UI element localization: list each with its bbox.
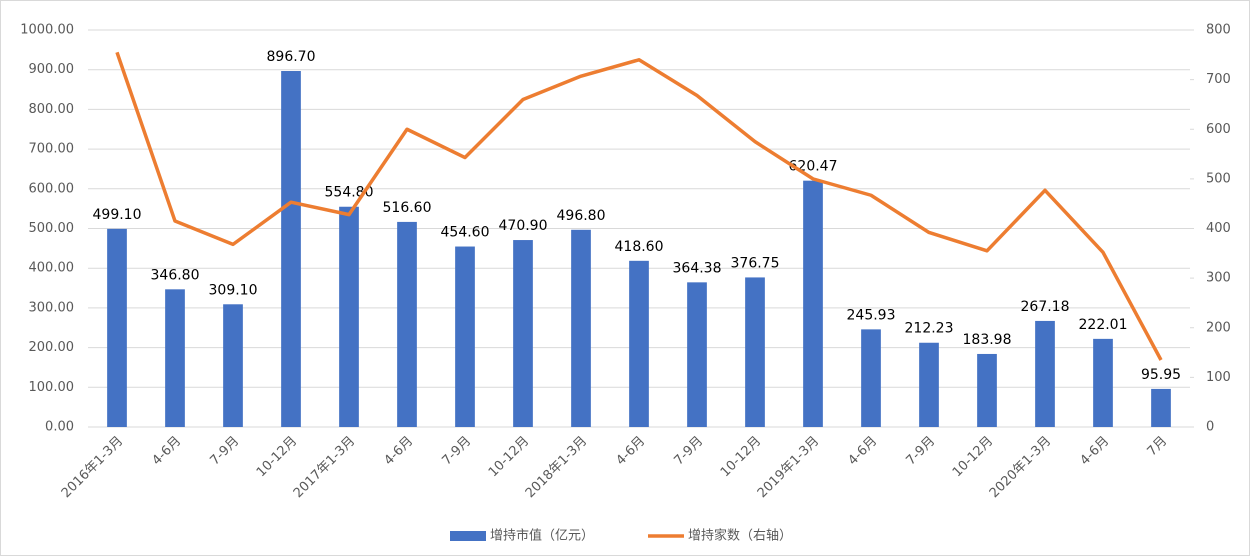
- y-tick-label: 300.00: [29, 300, 75, 315]
- bar: [339, 206, 359, 427]
- legend-label: 增持市值（亿元）: [490, 528, 594, 544]
- y-tick-label: 600.00: [29, 181, 75, 196]
- value-label: 212.23: [905, 321, 954, 337]
- y-tick-label: 500.00: [29, 221, 75, 236]
- bar: [745, 277, 765, 427]
- y-tick-label: 700.00: [29, 142, 75, 157]
- y2-tick-label: 600: [1206, 122, 1231, 137]
- y2-tick-label: 0: [1206, 420, 1214, 435]
- value-label: 516.60: [383, 200, 432, 216]
- value-label: 222.01: [1079, 317, 1128, 333]
- value-label: 496.80: [557, 208, 606, 224]
- value-label: 418.60: [615, 239, 664, 255]
- y-tick-label: 400.00: [29, 261, 75, 276]
- bar: [571, 229, 591, 427]
- value-label: 346.80: [151, 267, 200, 283]
- value-label: 499.10: [93, 207, 142, 223]
- bar: [223, 304, 243, 427]
- value-label: 364.38: [673, 260, 722, 276]
- value-label: 245.93: [847, 307, 896, 323]
- y-tick-label: 800.00: [29, 102, 75, 117]
- value-label: 267.18: [1021, 299, 1070, 315]
- y2-tick-label: 800: [1206, 23, 1231, 38]
- bar: [861, 329, 881, 427]
- bar: [397, 221, 417, 427]
- bar: [977, 353, 997, 427]
- y2-tick-label: 300: [1206, 271, 1231, 286]
- line: [115, 51, 1163, 361]
- y-tick-label: 900.00: [29, 62, 75, 77]
- bar: [629, 260, 649, 427]
- bar: [1035, 320, 1055, 427]
- y2-tick-label: 100: [1206, 370, 1231, 385]
- value-label: 470.90: [499, 218, 548, 234]
- value-label: 95.95: [1141, 367, 1181, 383]
- y2-tick-label: 700: [1206, 72, 1231, 87]
- value-label: 896.70: [267, 49, 316, 65]
- bar: [513, 240, 533, 427]
- bar: [1151, 388, 1171, 427]
- value-label: 183.98: [963, 332, 1012, 348]
- value-label: 454.60: [441, 225, 490, 241]
- y-tick-label: 1000.00: [20, 23, 74, 38]
- value-label: 376.75: [731, 255, 780, 271]
- bar: [919, 342, 939, 427]
- value-label: 309.10: [209, 282, 258, 298]
- bar: [687, 282, 707, 427]
- bar: [1093, 338, 1113, 427]
- y2-tick-label: 500: [1206, 171, 1231, 186]
- bar: [107, 228, 127, 427]
- y-tick-label: 100.00: [29, 380, 75, 395]
- y2-tick-label: 400: [1206, 221, 1231, 236]
- bar: [455, 246, 475, 427]
- y-tick-label: 200.00: [29, 340, 75, 355]
- y2-tick-label: 200: [1206, 320, 1231, 335]
- bar: [165, 289, 185, 427]
- bar: [803, 180, 823, 427]
- bar: [281, 71, 301, 427]
- legend-swatch: [450, 531, 486, 541]
- legend-label: 增持家数（右轴）: [688, 528, 792, 544]
- y-tick-label: 0.00: [45, 420, 74, 435]
